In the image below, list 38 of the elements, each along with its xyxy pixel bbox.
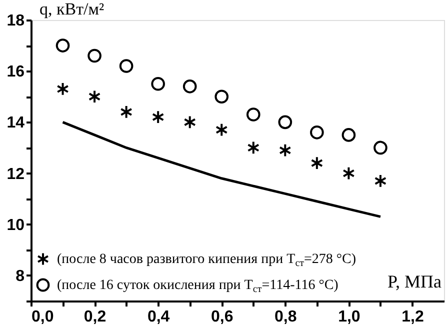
point xyxy=(342,128,356,142)
x-tick-label: 0,4 xyxy=(147,308,170,326)
line-series xyxy=(62,120,382,218)
point xyxy=(120,105,132,119)
y-tick-label: 10 xyxy=(6,216,25,234)
point xyxy=(184,115,196,130)
point xyxy=(215,122,228,137)
point xyxy=(152,110,164,124)
point xyxy=(310,156,324,170)
y-tick-label: 16 xyxy=(6,64,25,81)
point xyxy=(278,115,292,130)
point xyxy=(374,140,388,155)
point xyxy=(151,76,165,91)
x-tick-label: 1,0 xyxy=(338,308,360,326)
point xyxy=(119,59,134,73)
y-tick-label: 14 xyxy=(6,114,25,132)
point xyxy=(247,140,260,155)
point xyxy=(88,48,102,63)
point xyxy=(342,166,355,180)
x-tick-label: 0,6 xyxy=(210,308,234,326)
point xyxy=(88,90,101,104)
y-tick-label: 8 xyxy=(16,268,25,285)
point xyxy=(182,80,197,94)
point xyxy=(374,174,387,188)
point xyxy=(56,82,69,96)
x-tick-label: 0,2 xyxy=(84,308,106,326)
x-axis-title: P, МПа xyxy=(387,272,442,292)
x-tick-label: 0,8 xyxy=(274,308,297,326)
point xyxy=(310,125,324,140)
y-tick-label: 12 xyxy=(6,166,25,183)
y-tick-label: 18 xyxy=(6,12,25,30)
x-tick-label: 1,2 xyxy=(402,308,424,326)
y-axis-title: q, кВт/м² xyxy=(40,0,104,18)
point xyxy=(56,38,70,52)
point xyxy=(246,108,260,122)
point xyxy=(279,143,292,158)
point xyxy=(214,90,229,104)
x-tick-label: 0,0 xyxy=(32,308,54,326)
